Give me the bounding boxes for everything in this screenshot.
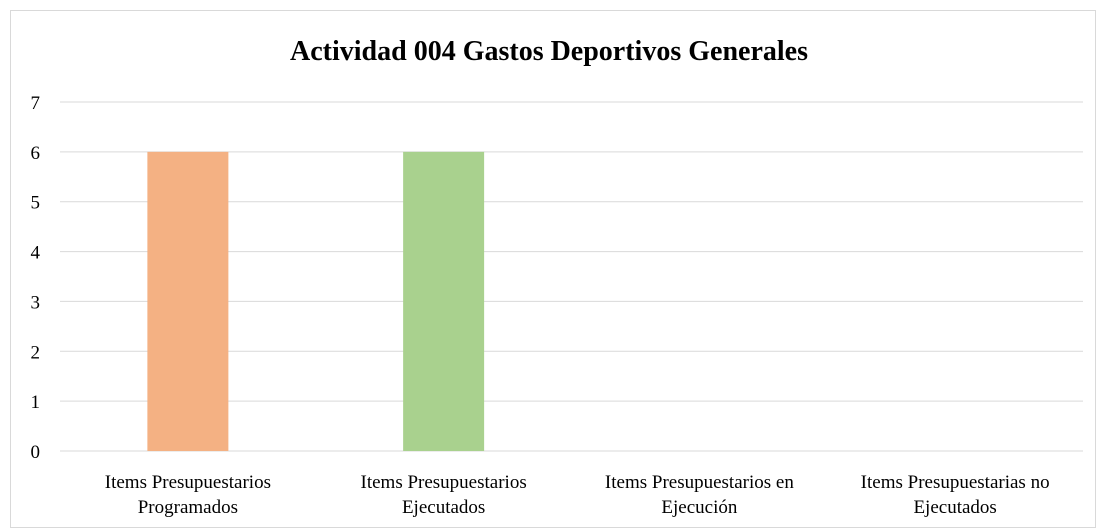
- y-tick-label: 7: [31, 93, 41, 114]
- gridlines: [60, 101, 1083, 452]
- x-category-label: Ejecutados: [402, 497, 485, 518]
- y-tick-label: 1: [31, 392, 41, 413]
- x-category-label: Items Presupuestarios: [361, 472, 527, 493]
- y-tick-label: 2: [31, 342, 41, 363]
- bars: [147, 151, 485, 451]
- x-category-label: Ejecución: [661, 497, 737, 518]
- y-tick-label: 0: [31, 442, 41, 463]
- x-category-label: Ejecutados: [913, 497, 996, 518]
- chart-title: Actividad 004 Gastos Deportivos Generale…: [290, 36, 808, 67]
- x-category-label: Programados: [138, 497, 238, 518]
- y-tick-label: 3: [31, 292, 41, 313]
- y-tick-label: 4: [31, 243, 41, 264]
- x-axis-labels: Items Presupuestarios Programados Items Pr…: [105, 472, 1050, 518]
- y-axis-ticks: 0 1 2 3 4 5 6 7: [31, 93, 41, 463]
- bar-0: [147, 151, 229, 451]
- x-category-label: Items Presupuestarias no: [861, 472, 1050, 493]
- bar-1: [403, 151, 485, 451]
- y-tick-label: 5: [31, 193, 41, 214]
- x-category-label: Items Presupuestarios: [105, 472, 271, 493]
- x-category-label: Items Presupuestarios en: [605, 472, 794, 493]
- y-tick-label: 6: [31, 143, 41, 164]
